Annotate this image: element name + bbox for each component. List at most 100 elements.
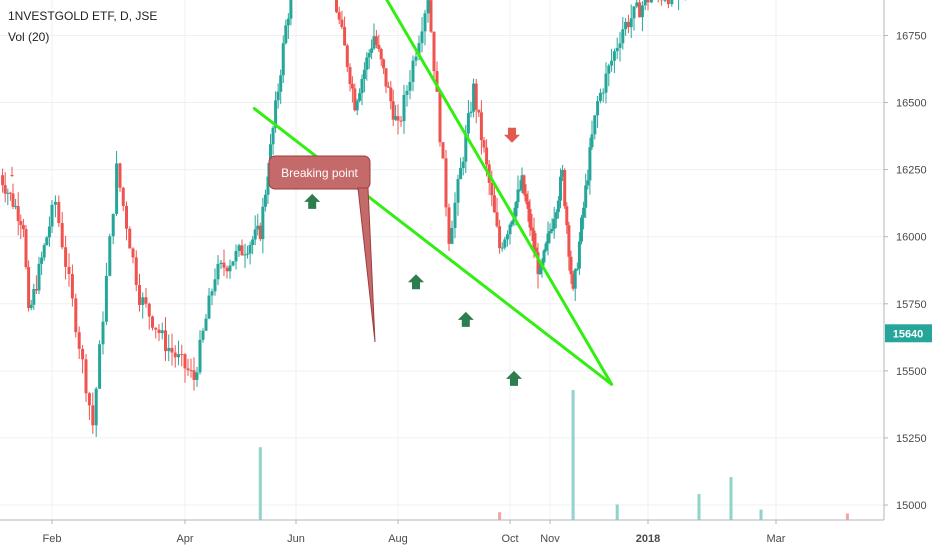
time-axis-labels: Feb Apr Jun Aug Oct Nov 2018 Mar — [43, 520, 786, 545]
candle-down — [10, 174, 14, 176]
candle-up — [372, 36, 376, 49]
candle-up — [544, 243, 548, 251]
candle-down — [441, 142, 445, 159]
price-axis[interactable]: 15000 15250 15500 15750 16000 16250 16500 16750… — [883, 0, 932, 520]
candle-up — [466, 113, 470, 134]
candle-up — [615, 48, 619, 52]
volume-bar — [571, 390, 575, 520]
candle-down — [495, 212, 499, 227]
candle-down — [384, 68, 388, 87]
candle-down — [432, 31, 436, 72]
time-tick-label: Mar — [767, 533, 786, 545]
candle-up — [37, 263, 41, 291]
candle-up — [580, 217, 583, 242]
candle-down — [8, 192, 12, 194]
volume-bar — [845, 513, 849, 520]
candle-up — [243, 254, 247, 256]
candle-up — [510, 221, 514, 225]
candle-up — [423, 13, 427, 32]
arrow-up-icon — [457, 311, 474, 327]
candle-up — [94, 388, 98, 426]
candle-up — [573, 269, 577, 289]
candle-down — [128, 228, 132, 249]
candle-up — [108, 236, 112, 276]
candle-up — [542, 250, 546, 263]
candle-down — [565, 206, 569, 226]
candle-down — [477, 109, 481, 113]
candle-up — [266, 176, 270, 195]
candle-up — [472, 83, 476, 112]
candle-up — [453, 202, 457, 228]
candle-up — [520, 175, 524, 190]
price-tick-label: 15500 — [896, 366, 927, 378]
candle-down — [19, 221, 23, 226]
candle-down — [485, 147, 489, 165]
candle-down — [192, 370, 196, 380]
time-tick-label: Jun — [287, 533, 305, 545]
candle-up — [104, 275, 108, 322]
candle-down — [3, 185, 7, 194]
candle-up — [500, 247, 504, 249]
trendline[interactable] — [252, 107, 614, 386]
candle-up — [53, 201, 57, 205]
candle-down — [134, 257, 138, 286]
candle-up — [289, 0, 293, 19]
last-price-value: 15640 — [893, 328, 924, 340]
candle-down — [157, 329, 161, 334]
candle-up — [464, 133, 468, 162]
symbol-title: 1NVESTGOLD ETF, D, JSE — [8, 9, 157, 23]
candle-up — [198, 339, 202, 373]
candle-down — [377, 44, 381, 49]
candle-down — [27, 267, 31, 309]
candle-up — [360, 79, 364, 94]
price-tick-label: 15000 — [896, 500, 927, 512]
candle-down — [183, 354, 187, 369]
candle-up — [552, 218, 556, 229]
candle-down — [396, 116, 400, 121]
volume-indicator-label: Vol (20) — [8, 30, 49, 44]
trendline[interactable] — [254, 0, 614, 386]
candle-up — [450, 227, 454, 244]
volume-bar — [697, 494, 701, 520]
candle-up — [516, 189, 520, 203]
chart-grid — [0, 0, 884, 520]
candle-up — [402, 94, 406, 122]
candle-up — [111, 213, 115, 237]
candle-up — [228, 265, 232, 272]
candle-down — [24, 229, 28, 268]
candle-up — [461, 161, 465, 169]
candle-up — [640, 5, 644, 18]
signal-arrows — [304, 127, 522, 386]
candle-up — [246, 253, 250, 255]
price-tick-label: 15250 — [896, 433, 927, 445]
breaking-point-annotation[interactable]: Breaking point — [268, 155, 376, 343]
candle-up — [101, 321, 105, 345]
candle-up — [635, 2, 639, 7]
candle-down — [34, 288, 38, 291]
candle-down — [74, 298, 78, 333]
candle-up — [503, 239, 507, 248]
candle-up — [405, 90, 409, 95]
time-axis[interactable]: Feb Apr Jun Aug Oct Nov 2018 Mar — [0, 519, 932, 550]
candle-down — [563, 170, 567, 207]
candle-up — [216, 263, 220, 280]
candle-up — [575, 268, 579, 270]
candle-up — [588, 147, 592, 181]
candle-up — [276, 91, 280, 101]
candle-up — [663, 0, 667, 1]
candle-up — [593, 115, 597, 135]
candle-up — [204, 318, 208, 331]
price-tick-label: 15750 — [896, 299, 927, 311]
volume-bar — [258, 447, 262, 520]
candle-up — [618, 43, 622, 49]
candle-down — [91, 405, 95, 426]
candle-up — [207, 295, 211, 319]
candle-down — [189, 370, 193, 372]
candle-down — [131, 248, 135, 258]
candle-down — [438, 91, 442, 143]
candle-down — [180, 354, 184, 356]
candle-down — [534, 247, 538, 253]
candle-down — [374, 36, 378, 45]
